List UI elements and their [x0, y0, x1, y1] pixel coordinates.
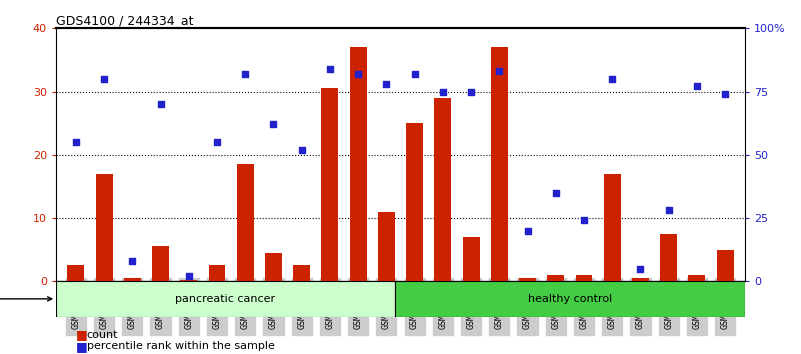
Bar — [265, 253, 282, 281]
Point — [380, 81, 392, 87]
Bar — [519, 278, 536, 281]
Bar — [689, 275, 706, 281]
Point — [296, 147, 308, 153]
Bar — [56, 281, 395, 316]
Bar — [491, 47, 508, 281]
Bar — [152, 246, 169, 281]
Point — [409, 71, 421, 77]
Point — [549, 190, 562, 195]
Text: count: count — [87, 330, 118, 339]
Bar — [67, 266, 84, 281]
Point — [718, 91, 731, 97]
Bar — [321, 88, 338, 281]
Text: disease state: disease state — [0, 294, 52, 304]
Bar — [350, 47, 367, 281]
Text: ■: ■ — [76, 340, 88, 353]
Bar — [378, 212, 395, 281]
Point — [154, 101, 167, 107]
Bar — [180, 280, 197, 281]
Point — [70, 139, 83, 145]
Bar — [395, 281, 745, 316]
Point — [606, 76, 618, 82]
Point — [634, 266, 647, 272]
Point — [267, 121, 280, 127]
Text: GDS4100 / 244334_at: GDS4100 / 244334_at — [56, 14, 194, 27]
Bar — [95, 174, 112, 281]
Bar — [293, 266, 310, 281]
Point — [324, 66, 336, 72]
Bar — [237, 164, 254, 281]
Bar — [660, 234, 677, 281]
Point — [437, 89, 449, 95]
Bar — [576, 275, 593, 281]
Bar — [717, 250, 734, 281]
Bar — [434, 98, 451, 281]
Text: pancreatic cancer: pancreatic cancer — [175, 294, 276, 304]
Bar — [463, 237, 480, 281]
Point — [211, 139, 223, 145]
Point — [352, 71, 364, 77]
Point — [126, 258, 139, 264]
Point — [662, 207, 675, 213]
Point — [98, 76, 111, 82]
Bar — [208, 266, 225, 281]
Text: percentile rank within the sample: percentile rank within the sample — [87, 341, 275, 351]
Point — [465, 89, 477, 95]
Point — [493, 68, 505, 74]
Text: healthy control: healthy control — [528, 294, 612, 304]
Point — [183, 273, 195, 279]
Point — [521, 228, 534, 233]
Point — [239, 71, 252, 77]
Bar — [632, 278, 649, 281]
Text: ■: ■ — [76, 328, 88, 341]
Bar — [406, 123, 423, 281]
Point — [578, 218, 590, 223]
Bar — [604, 174, 621, 281]
Bar — [547, 275, 564, 281]
Point — [690, 84, 703, 89]
Bar — [124, 278, 141, 281]
